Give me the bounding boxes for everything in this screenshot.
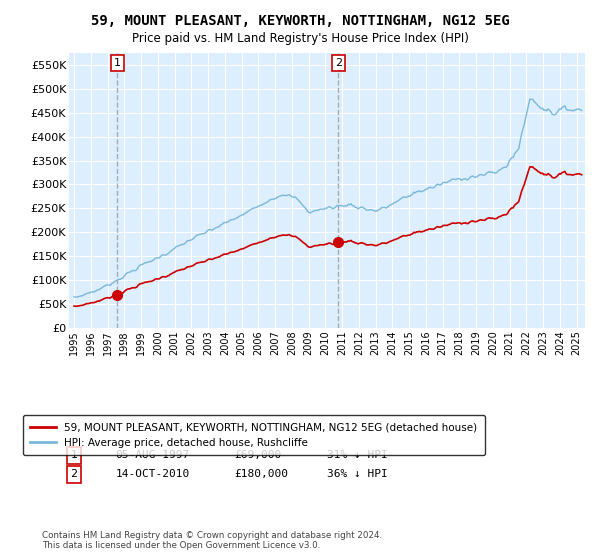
Text: 2: 2 (71, 469, 78, 479)
Text: 2: 2 (335, 58, 342, 68)
Text: 1: 1 (71, 450, 77, 460)
Text: 14-OCT-2010: 14-OCT-2010 (115, 469, 190, 479)
Text: 59, MOUNT PLEASANT, KEYWORTH, NOTTINGHAM, NG12 5EG: 59, MOUNT PLEASANT, KEYWORTH, NOTTINGHAM… (91, 14, 509, 28)
Legend: 59, MOUNT PLEASANT, KEYWORTH, NOTTINGHAM, NG12 5EG (detached house), HPI: Averag: 59, MOUNT PLEASANT, KEYWORTH, NOTTINGHAM… (23, 415, 485, 455)
Text: 31% ↓ HPI: 31% ↓ HPI (327, 450, 388, 460)
Text: 36% ↓ HPI: 36% ↓ HPI (327, 469, 388, 479)
Text: £69,000: £69,000 (234, 450, 281, 460)
Text: Price paid vs. HM Land Registry's House Price Index (HPI): Price paid vs. HM Land Registry's House … (131, 32, 469, 45)
Text: 05-AUG-1997: 05-AUG-1997 (115, 450, 190, 460)
Text: 1: 1 (114, 58, 121, 68)
Text: Contains HM Land Registry data © Crown copyright and database right 2024.
This d: Contains HM Land Registry data © Crown c… (42, 530, 382, 550)
Text: £180,000: £180,000 (234, 469, 288, 479)
